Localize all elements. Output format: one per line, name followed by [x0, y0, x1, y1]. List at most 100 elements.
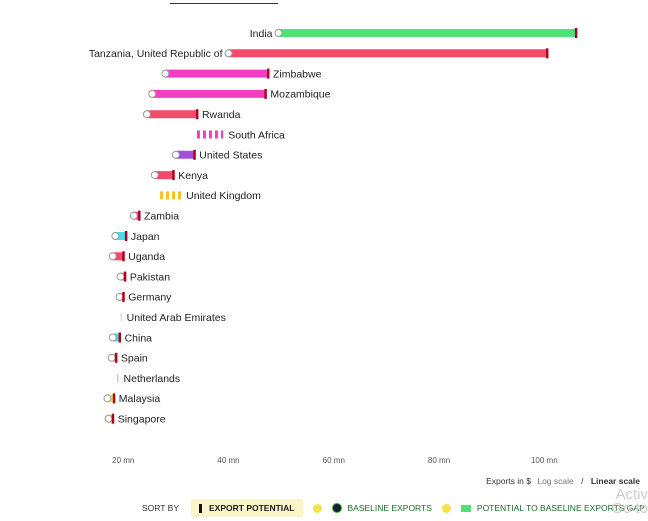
potential-marker: [193, 149, 196, 160]
watermark-line2: Go to: [611, 500, 648, 517]
potential-marker: [264, 88, 267, 99]
baseline-dot: [129, 211, 138, 220]
baseline-dot: [274, 29, 283, 37]
potential-marker: [266, 68, 270, 79]
potential-marker: [545, 48, 549, 59]
potential-marker: [118, 332, 122, 343]
potential-marker: [138, 210, 141, 221]
baseline-marker-icon: [331, 503, 342, 513]
baseline-dot: [115, 292, 124, 301]
chart-row-rwanda: Rwanda: [142, 109, 241, 121]
chart-row-united-kingdom: United Kingdom: [160, 190, 261, 202]
sort-label: SORT BY: [142, 503, 180, 513]
row-label: Tanzania, United Republic of: [89, 48, 223, 60]
info-dot-icon[interactable]: [441, 503, 451, 513]
chart-row-uganda: Uganda: [108, 251, 165, 263]
chart-row-japan: Japan: [111, 231, 160, 243]
chart-row-germany: Germany: [115, 291, 172, 304]
potential-marker: [112, 393, 116, 404]
row-label: Zimbabwe: [273, 68, 322, 80]
row-label: Japan: [131, 231, 160, 243]
watermark-line1: Activ: [615, 486, 648, 503]
row-label: United States: [199, 150, 262, 162]
row-label: Singapore: [118, 414, 166, 426]
row-label: Mozambique: [270, 89, 330, 101]
potential-marker: [124, 231, 128, 241]
info-dot-icon[interactable]: [312, 503, 322, 513]
potential-marker: [574, 28, 578, 38]
scale-toggle: Exports in $ Log scale / Linear scale: [486, 476, 640, 486]
chart-row-kenya: Kenya: [150, 170, 208, 182]
chart-row-united-arab-emirates: United Arab Emirates: [120, 312, 226, 324]
row-label: Spain: [121, 353, 148, 365]
row-label: Malaysia: [119, 393, 161, 405]
log-scale-option[interactable]: Log scale: [537, 476, 574, 486]
sort-baseline-exports-label: BASELINE EXPORTS: [347, 503, 432, 513]
x-tick-label: 60 mn: [323, 456, 345, 465]
x-tick-label: 20 mn: [112, 456, 134, 465]
x-tick-label: 100 mn: [531, 456, 558, 465]
baseline-dot: [104, 414, 113, 423]
row-label: India: [250, 28, 273, 40]
baseline-dot: [111, 232, 120, 240]
activation-watermark: Activ Go to: [611, 486, 648, 517]
row-label: China: [125, 332, 153, 344]
potential-marker: [172, 170, 175, 181]
baseline-dot: [108, 333, 117, 342]
sort-baseline-exports[interactable]: BASELINE EXPORTS: [331, 503, 432, 513]
potential-marker-icon: [199, 503, 203, 513]
linear-scale-option[interactable]: Linear scale: [590, 476, 640, 486]
baseline-dot: [142, 110, 151, 119]
potential-marker: [122, 251, 125, 262]
dumbbell-chart: India Tanzania, United Republic of Zimbabw…: [89, 28, 578, 465]
chart-row-singapore: Singapore: [104, 413, 166, 426]
row-label: Kenya: [178, 170, 208, 182]
baseline-dot: [150, 171, 159, 180]
chart-row-india: India: [250, 28, 578, 40]
row-label: United Kingdom: [186, 190, 261, 202]
row-label: Germany: [128, 292, 172, 304]
chart-row-united-states: United States: [171, 149, 262, 162]
chart-row-zambia: Zambia: [129, 210, 179, 223]
row-label: Pakistan: [130, 271, 170, 283]
chart-row-china: China: [108, 332, 153, 344]
baseline-dot: [103, 394, 112, 403]
chart-rows: India Tanzania, United Republic of Zimbabw…: [89, 28, 578, 426]
potential-marker: [123, 271, 127, 282]
header-underline: [170, 3, 278, 4]
x-tick-label: 40 mn: [217, 456, 239, 465]
row-label: United Arab Emirates: [127, 312, 226, 324]
potential-marker: [122, 291, 125, 302]
sort-export-potential[interactable]: EXPORT POTENTIAL: [191, 499, 303, 517]
chart-row-tanzania-united-republic-of: Tanzania, United Republic of: [89, 48, 549, 60]
row-label: Rwanda: [202, 109, 241, 121]
row-label: South Africa: [228, 129, 285, 141]
scale-separator: /: [581, 476, 584, 486]
row-label: Zambia: [144, 211, 179, 223]
potential-marker: [195, 109, 199, 120]
potential-marker: [114, 352, 118, 363]
baseline-dot: [116, 272, 125, 281]
baseline-dot: [161, 69, 170, 78]
baseline-dot: [148, 89, 157, 98]
sort-gap-label: POTENTIAL TO BASELINE EXPORTS GAP: [476, 503, 645, 513]
row-label: Netherlands: [124, 373, 181, 385]
baseline-dot: [107, 353, 116, 362]
gap-marker-icon: [460, 504, 471, 512]
axis-caption: Exports in $: [486, 476, 531, 486]
baseline-dot: [171, 150, 180, 159]
baseline-dot: [224, 49, 233, 58]
sort-export-potential-label: EXPORT POTENTIAL: [209, 503, 295, 513]
chart-row-malaysia: Malaysia: [103, 393, 161, 405]
chart-row-pakistan: Pakistan: [116, 271, 170, 283]
chart-row-netherlands: Netherlands: [116, 373, 181, 385]
baseline-dot: [108, 252, 117, 261]
chart-row-spain: Spain: [107, 352, 148, 365]
potential-marker: [111, 413, 115, 424]
sort-gap[interactable]: POTENTIAL TO BASELINE EXPORTS GAP: [460, 503, 645, 513]
chart-row-mozambique: Mozambique: [148, 88, 331, 101]
x-axis-ticks: 20 mn 40 mn 60 mn 80 mn 100 mn: [112, 456, 558, 465]
row-label: Uganda: [128, 251, 165, 263]
x-tick-label: 80 mn: [428, 456, 450, 465]
chart-row-south-africa: South Africa: [196, 129, 285, 141]
